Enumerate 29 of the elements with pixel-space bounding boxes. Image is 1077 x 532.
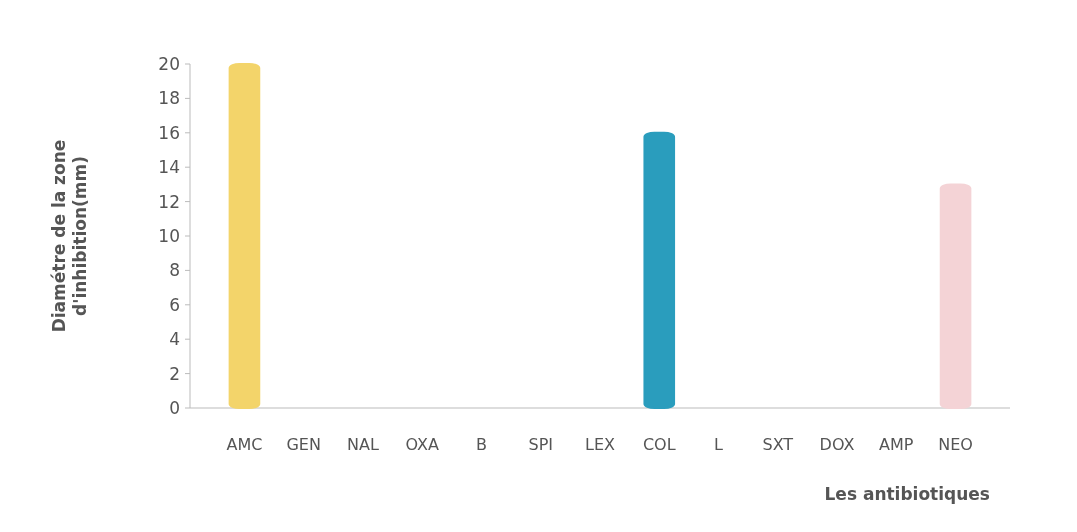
y-tick-label: 10 bbox=[158, 225, 180, 246]
bar bbox=[643, 131, 676, 409]
bar bbox=[228, 63, 261, 409]
x-tick-label: AMC bbox=[226, 435, 263, 454]
y-tick-label: 6 bbox=[169, 294, 180, 315]
y-tick-label: 8 bbox=[169, 260, 180, 281]
y-tick-label: 12 bbox=[158, 191, 180, 212]
y-tick-label: 2 bbox=[169, 363, 180, 384]
x-tick-label: NEO bbox=[938, 435, 973, 454]
x-tick-label: B bbox=[475, 435, 487, 454]
x-tick-label: LEX bbox=[585, 435, 616, 454]
bar bbox=[939, 183, 972, 409]
y-axis-title: Diamétre de la zone d'inhibition(mm) bbox=[49, 139, 91, 333]
y-tick-label: 18 bbox=[158, 88, 180, 109]
x-tick-label: DOX bbox=[819, 435, 855, 454]
x-tick-label: COL bbox=[642, 435, 676, 454]
x-tick-label: OXA bbox=[405, 435, 440, 454]
x-tick-label: GEN bbox=[286, 435, 321, 454]
x-tick-label: L bbox=[714, 435, 724, 454]
y-tick-label: 14 bbox=[158, 157, 180, 178]
y-tick-label: 20 bbox=[158, 53, 180, 74]
x-tick-label: NAL bbox=[347, 435, 379, 454]
y-tick-label: 16 bbox=[158, 122, 180, 143]
x-tick-label: AMP bbox=[879, 435, 914, 454]
y-tick-label: 4 bbox=[169, 329, 180, 350]
x-axis-title: Les antibiotiques bbox=[824, 484, 990, 504]
x-tick-label: SXT bbox=[762, 435, 794, 454]
x-tick-label: SPI bbox=[528, 435, 554, 454]
y-tick-label: 0 bbox=[169, 397, 180, 418]
